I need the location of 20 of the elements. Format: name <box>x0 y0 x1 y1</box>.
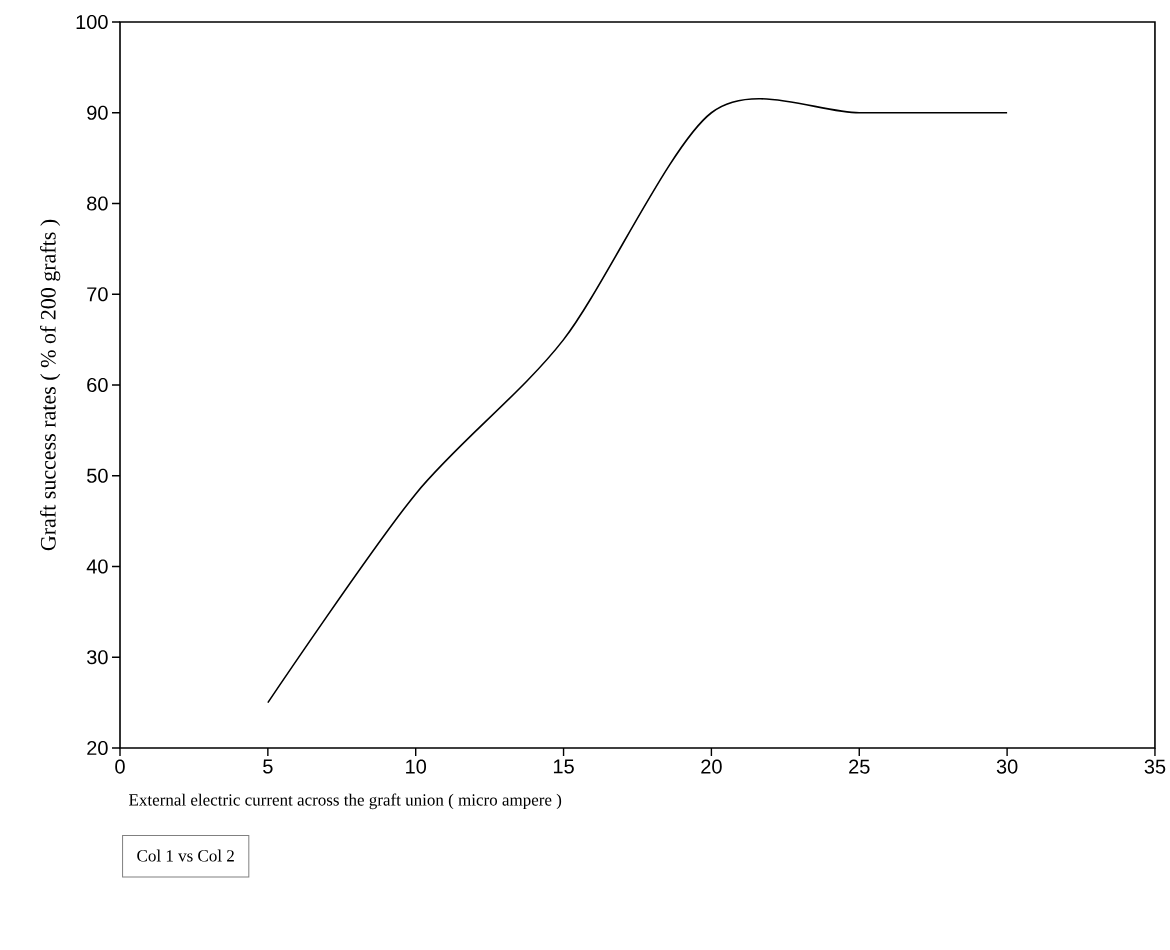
y-tick-label: 30 <box>87 650 108 665</box>
y-tick-label: 60 <box>87 377 108 393</box>
y-tick-label: 100 <box>76 14 108 30</box>
y-tick-label: 20 <box>87 740 108 756</box>
x-tick-label: 25 <box>849 759 870 774</box>
x-tick-label: 5 <box>263 759 273 774</box>
text: Col 1 vs Col 2 <box>137 849 234 862</box>
x-tick-label: 15 <box>553 759 574 774</box>
x-axis-title: External electric current across the graft union ( micro ampere ) <box>129 793 562 810</box>
y-tick-label: 70 <box>87 287 108 302</box>
y-tick-label: 40 <box>86 559 108 574</box>
y-tick-label: 50 <box>87 468 108 483</box>
y-tick-label: 80 <box>87 196 108 211</box>
x-tick-label: 10 <box>406 759 427 774</box>
y-tick-label: 90 <box>87 105 108 120</box>
x-tick-label: 30 <box>996 759 1018 774</box>
y-axis-title: Graft success rates ( % of 200 grafts ) <box>40 219 61 551</box>
x-tick-label: 35 <box>1144 759 1166 774</box>
x-tick-label: 20 <box>701 759 722 774</box>
x-tick-label: 0 <box>115 759 125 774</box>
